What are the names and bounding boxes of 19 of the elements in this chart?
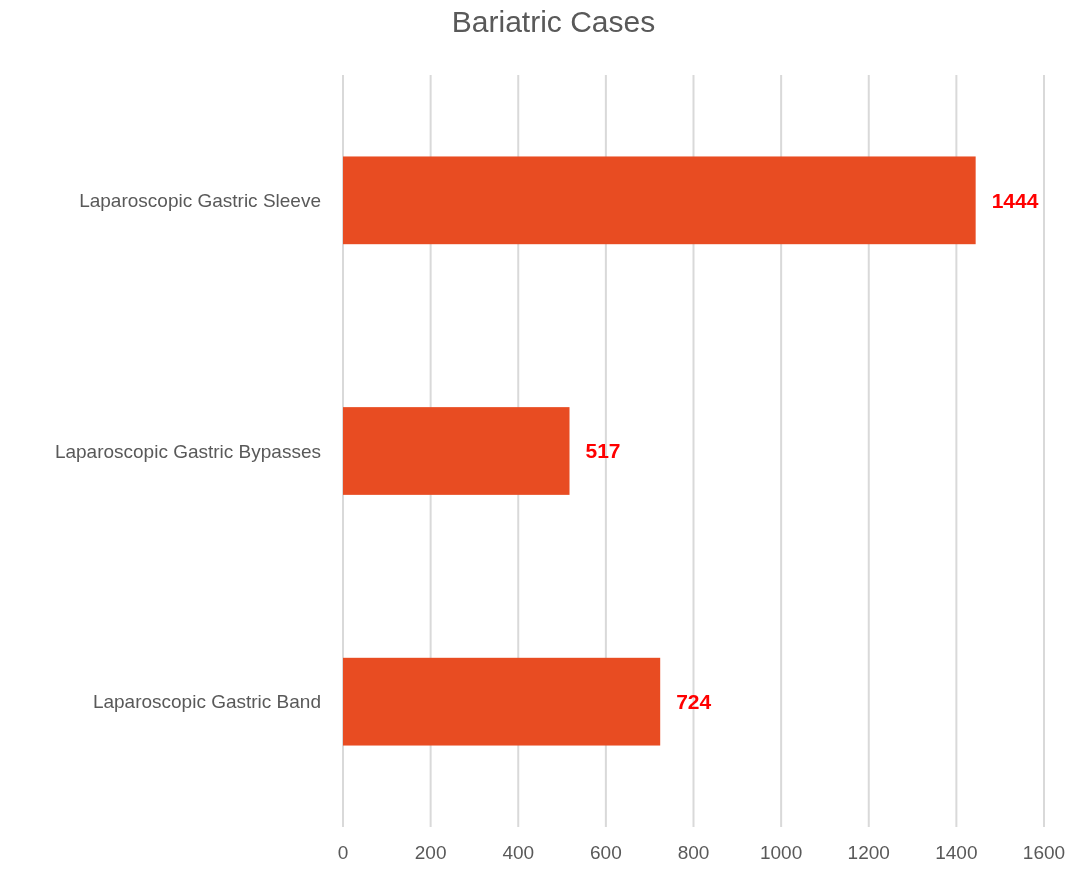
x-tick-label: 200 bbox=[414, 842, 447, 863]
y-tick-label: Laparoscopic Gastric Bypasses bbox=[54, 440, 321, 462]
data-label: 724 bbox=[676, 690, 712, 714]
y-tick-label: Laparoscopic Gastric Band bbox=[92, 691, 321, 713]
bar bbox=[343, 657, 661, 746]
x-tick-label: 1200 bbox=[847, 842, 890, 863]
x-tick-label: 0 bbox=[337, 842, 349, 863]
bar bbox=[343, 407, 570, 495]
y-tick-label: Laparoscopic Gastric Sleeve bbox=[79, 189, 321, 211]
chart-title: Bariatric Cases bbox=[451, 5, 656, 38]
x-tick-label: 1600 bbox=[1022, 842, 1066, 863]
data-label: 517 bbox=[585, 439, 621, 463]
bar bbox=[343, 156, 976, 245]
x-tick-label: 1000 bbox=[759, 842, 803, 863]
x-tick-label: 400 bbox=[502, 842, 535, 863]
x-tick-label: 600 bbox=[590, 842, 622, 863]
x-tick-label: 1400 bbox=[935, 842, 978, 863]
data-label: 1444 bbox=[991, 188, 1039, 212]
x-tick-label: 800 bbox=[677, 842, 710, 863]
